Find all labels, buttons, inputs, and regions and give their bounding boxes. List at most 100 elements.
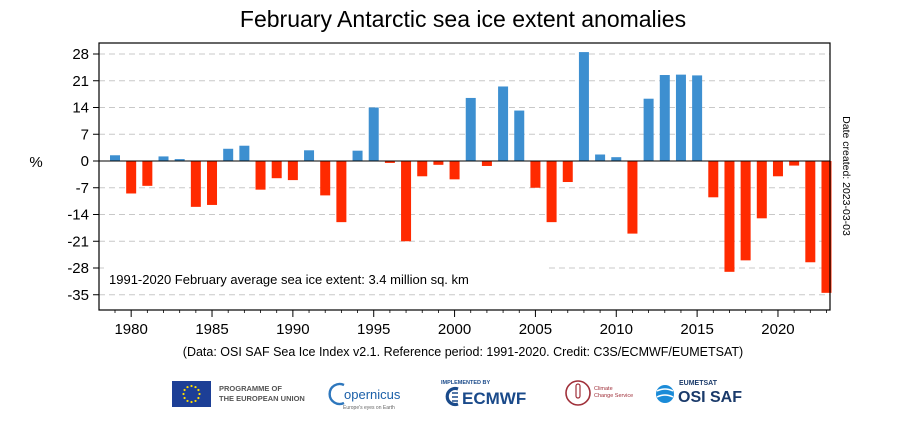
y-tick-label: -21: [67, 233, 89, 250]
c3s-text-line1: Climate: [594, 386, 613, 392]
eu-star: [182, 392, 185, 396]
ecmwf-wordmark: ECMWF: [462, 389, 526, 408]
x-tick-label: 2000: [438, 321, 471, 338]
copernicus-logo: opernicus Europe's eyes on Earth: [328, 382, 401, 411]
eu-star: [190, 384, 193, 388]
y-tick-label: 14: [72, 100, 89, 117]
bar-2023: [821, 161, 832, 293]
bar-2011: [627, 161, 638, 234]
x-tick-label: 1985: [195, 321, 228, 338]
plot-frame: [98, 42, 831, 311]
bar-2000: [449, 161, 460, 180]
bar-1994: [352, 150, 363, 161]
ecmwf-implemented-by: IMPLEMENTED BY: [441, 380, 491, 386]
eu-logo: PROGRAMME OF THE EUROPEAN UNION: [172, 381, 305, 407]
copernicus-c-icon: [328, 382, 345, 406]
bar-1979: [110, 155, 120, 161]
copernicus-tagline: Europe's eyes on Earth: [343, 405, 395, 411]
osisaf-wordmark: OSI SAF: [678, 389, 742, 406]
bar-1986: [223, 148, 234, 161]
y-tick-label: 7: [81, 126, 89, 143]
y-axis-label: %: [29, 154, 42, 171]
copernicus-wordmark: opernicus: [344, 387, 401, 402]
c3s-circle-icon: [565, 380, 591, 406]
eu-star: [194, 399, 197, 403]
bar-2019: [756, 161, 767, 219]
bar-2015: [692, 75, 703, 161]
eu-star: [190, 400, 193, 404]
bar-1980: [126, 161, 137, 194]
bar-2016: [708, 161, 719, 198]
bar-1983: [174, 159, 185, 161]
eumetsat-globe-icon: [656, 385, 674, 403]
bar-2002: [481, 161, 492, 166]
y-tick-label: 0: [81, 153, 89, 170]
eumetsat-wave-icon: [656, 388, 674, 398]
eu-star: [186, 385, 189, 389]
bar-2006: [546, 161, 557, 223]
bar-1998: [417, 161, 428, 177]
eu-star: [197, 396, 200, 400]
bar-1995: [368, 107, 379, 161]
y-tick-label: -14: [67, 207, 89, 224]
y-tick-label: 21: [72, 73, 89, 90]
date-created-label: Date created: 2023-03-03: [840, 116, 852, 236]
y-tick-label: -7: [76, 180, 89, 197]
y-tick-label: -35: [67, 287, 89, 304]
bar-1987: [239, 145, 250, 161]
eu-stars-icon: [182, 384, 201, 404]
annotation-box: [104, 266, 546, 292]
eumetsat-label: EUMETSAT: [679, 380, 718, 387]
bar-2005: [530, 161, 541, 188]
bar-2022: [805, 161, 816, 263]
ecmwf-c-icon: [445, 386, 459, 407]
ecmwf-waves-icon: [452, 392, 458, 402]
bar-1985: [207, 161, 218, 205]
chart-annotation: 1991-2020 February average sea ice exten…: [109, 272, 469, 287]
bar-1990: [287, 161, 298, 181]
bar-2003: [498, 86, 509, 161]
bars: [99, 52, 832, 293]
x-axis: 1980 1985 1990 1995 2000 2005 2010 2015 2020: [114, 310, 827, 338]
x-tick-label: 1995: [357, 321, 390, 338]
bar-1989: [271, 161, 282, 179]
bar-1992: [320, 161, 331, 196]
bar-1984: [190, 161, 201, 207]
x-tick-label: 1980: [114, 321, 147, 338]
osisaf-logo: EUMETSAT OSI SAF: [656, 380, 742, 406]
bar-2004: [514, 110, 525, 161]
bar-1993: [336, 161, 347, 223]
bar-2021: [789, 161, 800, 166]
bar-2001: [465, 97, 476, 161]
y-tick-label: -28: [67, 260, 89, 277]
bar-1996: [384, 161, 395, 163]
bar-1997: [401, 161, 412, 242]
bar-2018: [740, 161, 751, 261]
eu-star: [198, 392, 201, 396]
bar-2009: [595, 154, 606, 161]
x-tick-label: 2010: [600, 321, 633, 338]
bar-2020: [772, 161, 783, 177]
c3s-thermometer-icon: [575, 383, 581, 399]
eu-flag-icon: [172, 381, 211, 407]
bar-2007: [562, 161, 573, 183]
bar-2012: [643, 98, 654, 161]
bar-1982: [158, 156, 169, 161]
bar-1991: [304, 150, 315, 161]
eu-star: [183, 388, 186, 392]
eu-star: [197, 388, 200, 392]
eu-star: [194, 385, 197, 389]
eu-star: [186, 399, 189, 403]
c3s-text-line2: Change Service: [594, 393, 633, 399]
bar-2008: [578, 52, 589, 161]
eu-star: [183, 396, 186, 400]
x-tick-label: 2015: [680, 321, 713, 338]
x-tick-label: 1990: [276, 321, 309, 338]
bar-2010: [611, 157, 622, 161]
y-tick-label: 28: [72, 46, 89, 63]
ecmwf-logo: IMPLEMENTED BY ECMWF: [441, 380, 526, 408]
bar-2017: [724, 161, 735, 272]
bar-2014: [675, 74, 686, 161]
eu-programme-line2: THE EUROPEAN UNION: [219, 394, 305, 403]
